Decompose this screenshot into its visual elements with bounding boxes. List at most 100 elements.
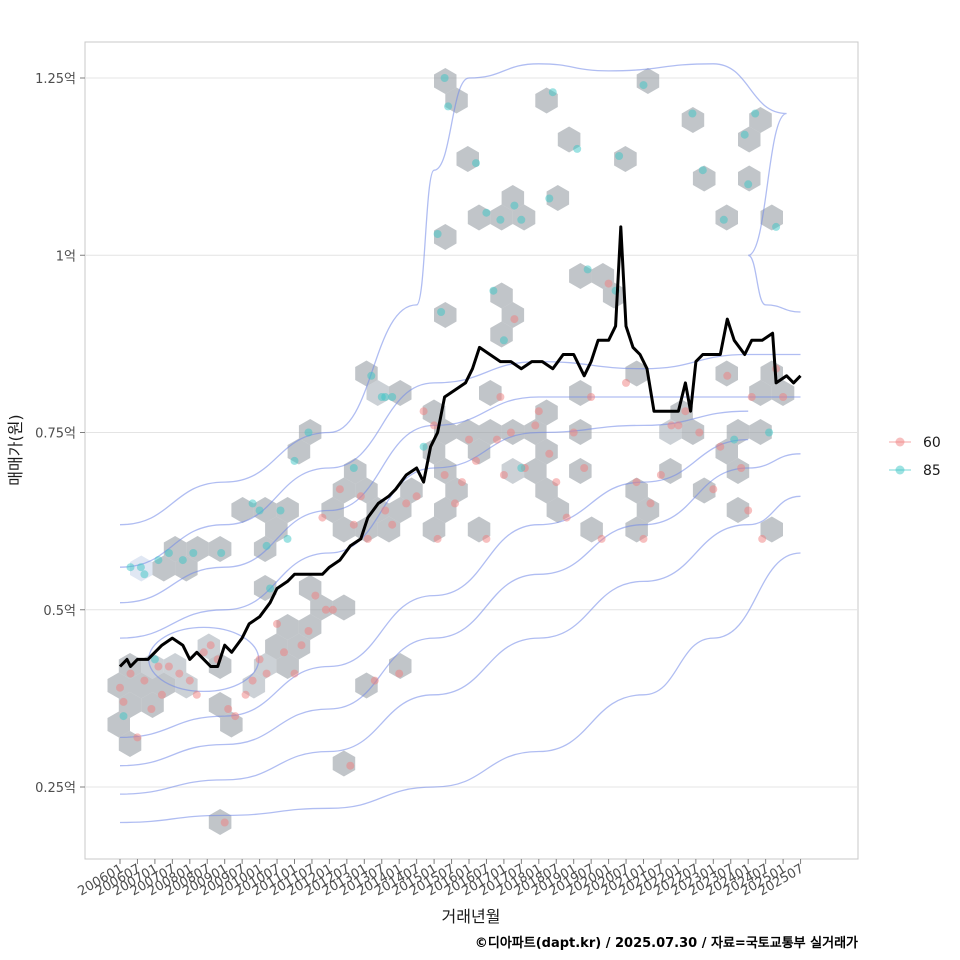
- data-point-85: [178, 556, 187, 565]
- hexbin-cell: [749, 419, 772, 445]
- data-point-60: [681, 407, 690, 416]
- hexbin-cell: [332, 516, 356, 543]
- data-point-85: [217, 549, 226, 557]
- data-point-85: [154, 556, 163, 565]
- data-point-60: [126, 669, 135, 678]
- hexbin-cell: [434, 458, 457, 484]
- hexbin-cell: [276, 614, 299, 640]
- y-axis-title: 매매가(원): [6, 414, 25, 485]
- data-point-60: [465, 435, 473, 444]
- hexbin-cell: [602, 282, 626, 309]
- data-point-85: [730, 435, 739, 444]
- data-point-60: [674, 421, 683, 430]
- data-point-85: [517, 215, 526, 224]
- data-point-85: [304, 428, 313, 437]
- data-point-85: [499, 336, 508, 345]
- data-point-60: [656, 471, 665, 479]
- hexbin-cell: [546, 185, 570, 211]
- hexbin-cell: [726, 458, 750, 484]
- data-point-60: [779, 393, 788, 401]
- data-point-85: [688, 109, 697, 118]
- data-point-60: [395, 669, 404, 678]
- data-point-60: [116, 683, 124, 692]
- data-point-85: [698, 166, 707, 175]
- data-point-60: [147, 705, 156, 713]
- hexbin-cell: [524, 458, 547, 484]
- data-point-60: [709, 485, 718, 494]
- data-point-60: [499, 471, 508, 479]
- data-point-85: [751, 109, 760, 118]
- data-point-60: [248, 676, 257, 685]
- hexbin-cell: [332, 750, 356, 777]
- data-point-60: [304, 627, 313, 635]
- data-point-60: [412, 492, 421, 501]
- data-point-60: [241, 690, 250, 699]
- hexbin-cell: [760, 516, 783, 543]
- data-point-85: [744, 180, 753, 189]
- legend-entry-60[interactable]: 60: [889, 435, 941, 451]
- data-point-60: [639, 534, 648, 543]
- data-point-85: [276, 506, 285, 515]
- data-point-60: [164, 662, 173, 671]
- hexbin-cell: [569, 380, 592, 406]
- data-point-60: [224, 705, 233, 713]
- data-point-85: [772, 222, 781, 231]
- data-point-60: [758, 534, 767, 543]
- data-point-85: [489, 286, 498, 295]
- hexbin-cell: [625, 360, 648, 387]
- data-point-60: [133, 733, 142, 742]
- x-axis-title: 거래년월: [442, 907, 501, 926]
- data-point-85: [262, 541, 271, 550]
- data-point-60: [545, 449, 554, 458]
- y-tick-label: 0.5억: [43, 604, 76, 619]
- data-point-85: [437, 308, 446, 316]
- data-point-60: [562, 513, 571, 522]
- data-point-60: [451, 499, 459, 508]
- data-point-85: [189, 549, 198, 557]
- hexbin-cell: [231, 497, 254, 523]
- hexbin-cell: [625, 477, 648, 504]
- data-point-60: [119, 697, 128, 706]
- hexbin-cell: [738, 165, 761, 192]
- data-point-60: [506, 428, 515, 437]
- data-point-85: [433, 230, 442, 238]
- data-point-60: [458, 478, 466, 487]
- data-point-60: [318, 513, 327, 522]
- data-point-60: [349, 520, 358, 529]
- data-point-60: [667, 421, 676, 430]
- data-point-85: [388, 393, 397, 401]
- data-point-85: [290, 456, 299, 465]
- legend-entry-85[interactable]: 85: [889, 463, 941, 479]
- data-point-60: [632, 478, 641, 487]
- data-point-60: [402, 499, 411, 508]
- data-point-60: [280, 648, 288, 657]
- data-point-60: [531, 421, 540, 430]
- data-point-60: [604, 279, 613, 288]
- hexbin-cell: [580, 516, 603, 543]
- hexbin-cell: [692, 165, 716, 192]
- data-point-60: [199, 648, 208, 657]
- hexbin-cell: [298, 614, 322, 640]
- hexbin-cell: [456, 419, 479, 445]
- data-point-85: [496, 215, 505, 224]
- data-point-85: [444, 102, 453, 111]
- hexbin-cell: [434, 224, 457, 250]
- data-point-60: [646, 499, 655, 508]
- data-point-60: [716, 442, 725, 451]
- data-point-60: [370, 676, 379, 685]
- legend-label-60: 60: [923, 435, 941, 451]
- hexbin-cell: [681, 107, 705, 133]
- hexbin-cell: [152, 672, 176, 699]
- data-point-85: [573, 144, 582, 153]
- data-point-60: [492, 435, 501, 444]
- data-point-60: [472, 456, 480, 465]
- contour-line: [119, 396, 801, 604]
- data-point-85: [548, 88, 557, 97]
- hexbin-cell: [141, 692, 164, 718]
- hexbin-cell: [389, 653, 412, 679]
- data-point-60: [356, 492, 365, 501]
- hexbin-cell: [265, 516, 288, 543]
- data-point-60: [580, 464, 589, 472]
- data-point-85: [583, 265, 592, 274]
- data-point-60: [569, 428, 578, 437]
